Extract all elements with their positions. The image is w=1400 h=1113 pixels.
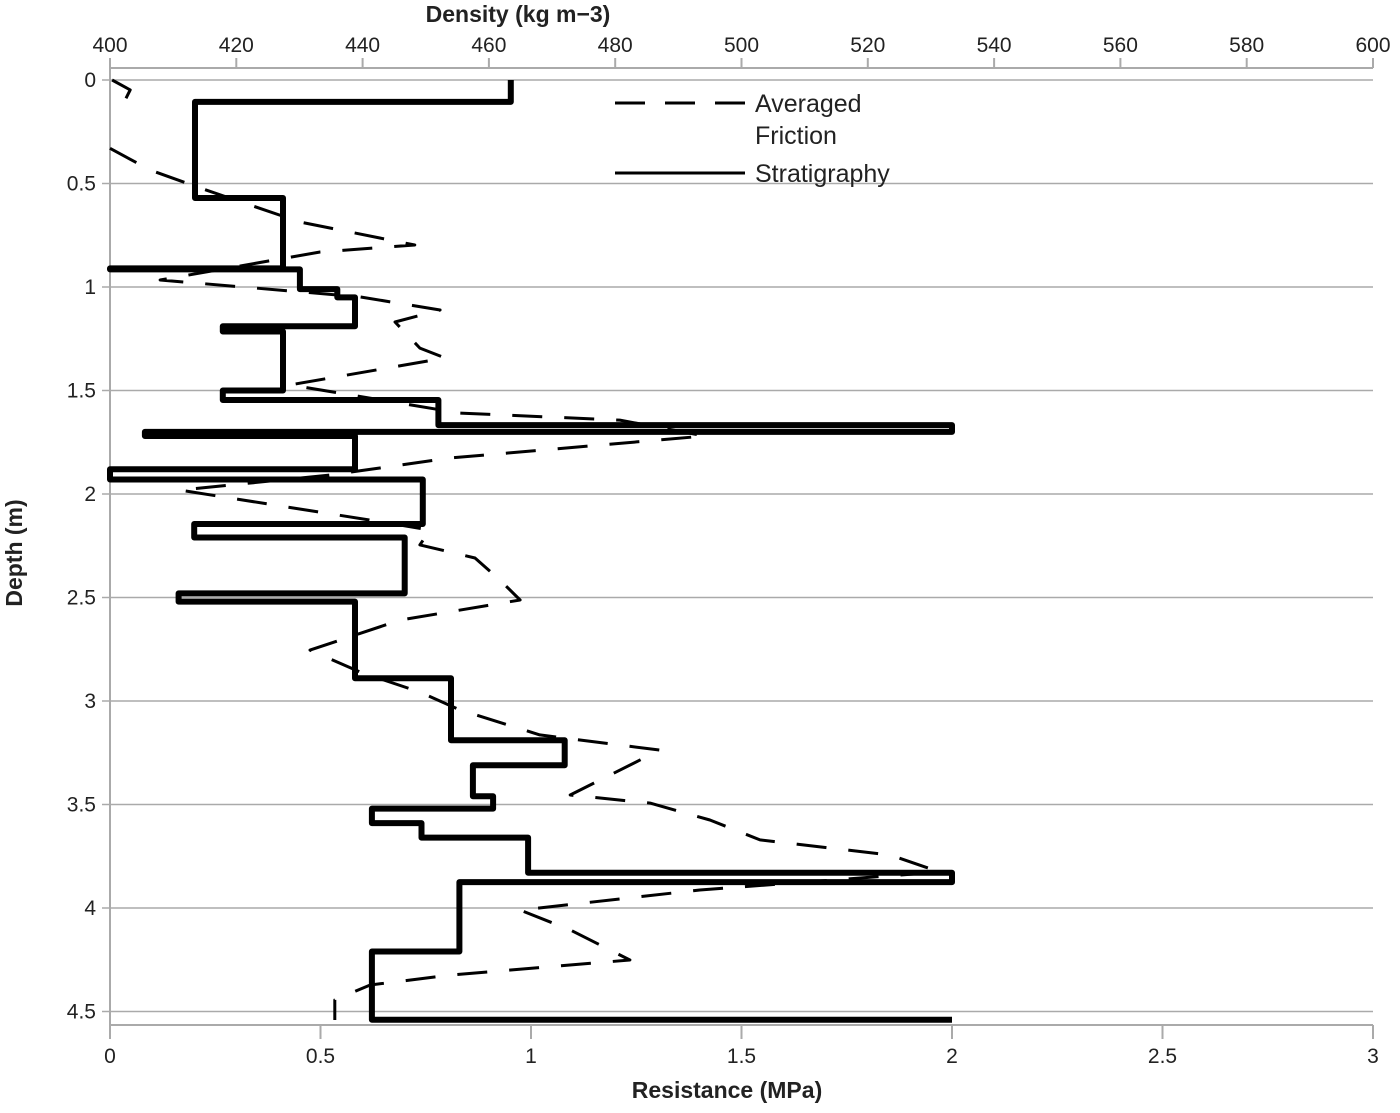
x-top-tick-label: 560 — [1103, 34, 1138, 57]
x-bottom-tick-label: 2 — [946, 1045, 958, 1068]
x-bottom-tick-label: 1 — [525, 1045, 537, 1068]
x-top-tick-label: 400 — [92, 34, 127, 57]
y-axis-title: Depth (m) — [1, 499, 27, 606]
x-top-tick-label: 580 — [1229, 34, 1264, 57]
x-top-tick-label: 460 — [471, 34, 506, 57]
legend-stratigraphy-label: Stratigraphy — [755, 160, 890, 188]
y-tick-label: 1 — [84, 276, 96, 299]
legend: Averaged Friction Stratigraphy — [615, 90, 890, 188]
x-top-tick-label: 500 — [724, 34, 759, 57]
y-tick-label: 4 — [84, 897, 96, 920]
series-averaged-friction — [109, 78, 942, 1020]
x-top-tick-label: 420 — [219, 34, 254, 57]
axes: 0 0.5 1 1.5 2 2.5 3 3.5 4 4.5 0 0.5 1 1.5 2 2.5 3 400 420 4… — [67, 34, 1391, 1068]
top-axis-title: Density (kg m−3) — [426, 1, 611, 27]
bottom-axis-title: Resistance (MPa) — [632, 1077, 822, 1103]
x-top-tick-label: 540 — [977, 34, 1012, 57]
x-bottom-tick-label: 1.5 — [727, 1045, 756, 1068]
x-bottom-tick-label: 0 — [104, 1045, 116, 1068]
x-bottom-tick-label: 2.5 — [1148, 1045, 1177, 1068]
y-tick-label: 2 — [84, 483, 96, 506]
y-tick-label: 3.5 — [67, 794, 96, 817]
legend-friction-label-1: Averaged — [755, 90, 862, 118]
series-line — [107, 80, 955, 1023]
series-layer — [107, 78, 955, 1023]
x-top-tick-label: 480 — [598, 34, 633, 57]
x-top-tick-label: 520 — [850, 34, 885, 57]
y-tick-label: 0 — [84, 69, 96, 92]
y-tick-label: 3 — [84, 690, 96, 713]
y-tick-label: 4.5 — [67, 1001, 96, 1024]
y-tick-label: 1.5 — [67, 380, 96, 403]
legend-friction-label-2: Friction — [755, 122, 837, 150]
x-top-tick-label: 440 — [345, 34, 380, 57]
x-bottom-tick-label: 3 — [1367, 1045, 1379, 1068]
x-top-tick-label: 600 — [1355, 34, 1390, 57]
series-stratigraphy — [107, 80, 955, 1023]
y-tick-label: 0.5 — [67, 173, 96, 196]
x-bottom-tick-label: 0.5 — [306, 1045, 335, 1068]
series-line — [109, 78, 942, 1020]
y-tick-label: 2.5 — [67, 587, 96, 610]
